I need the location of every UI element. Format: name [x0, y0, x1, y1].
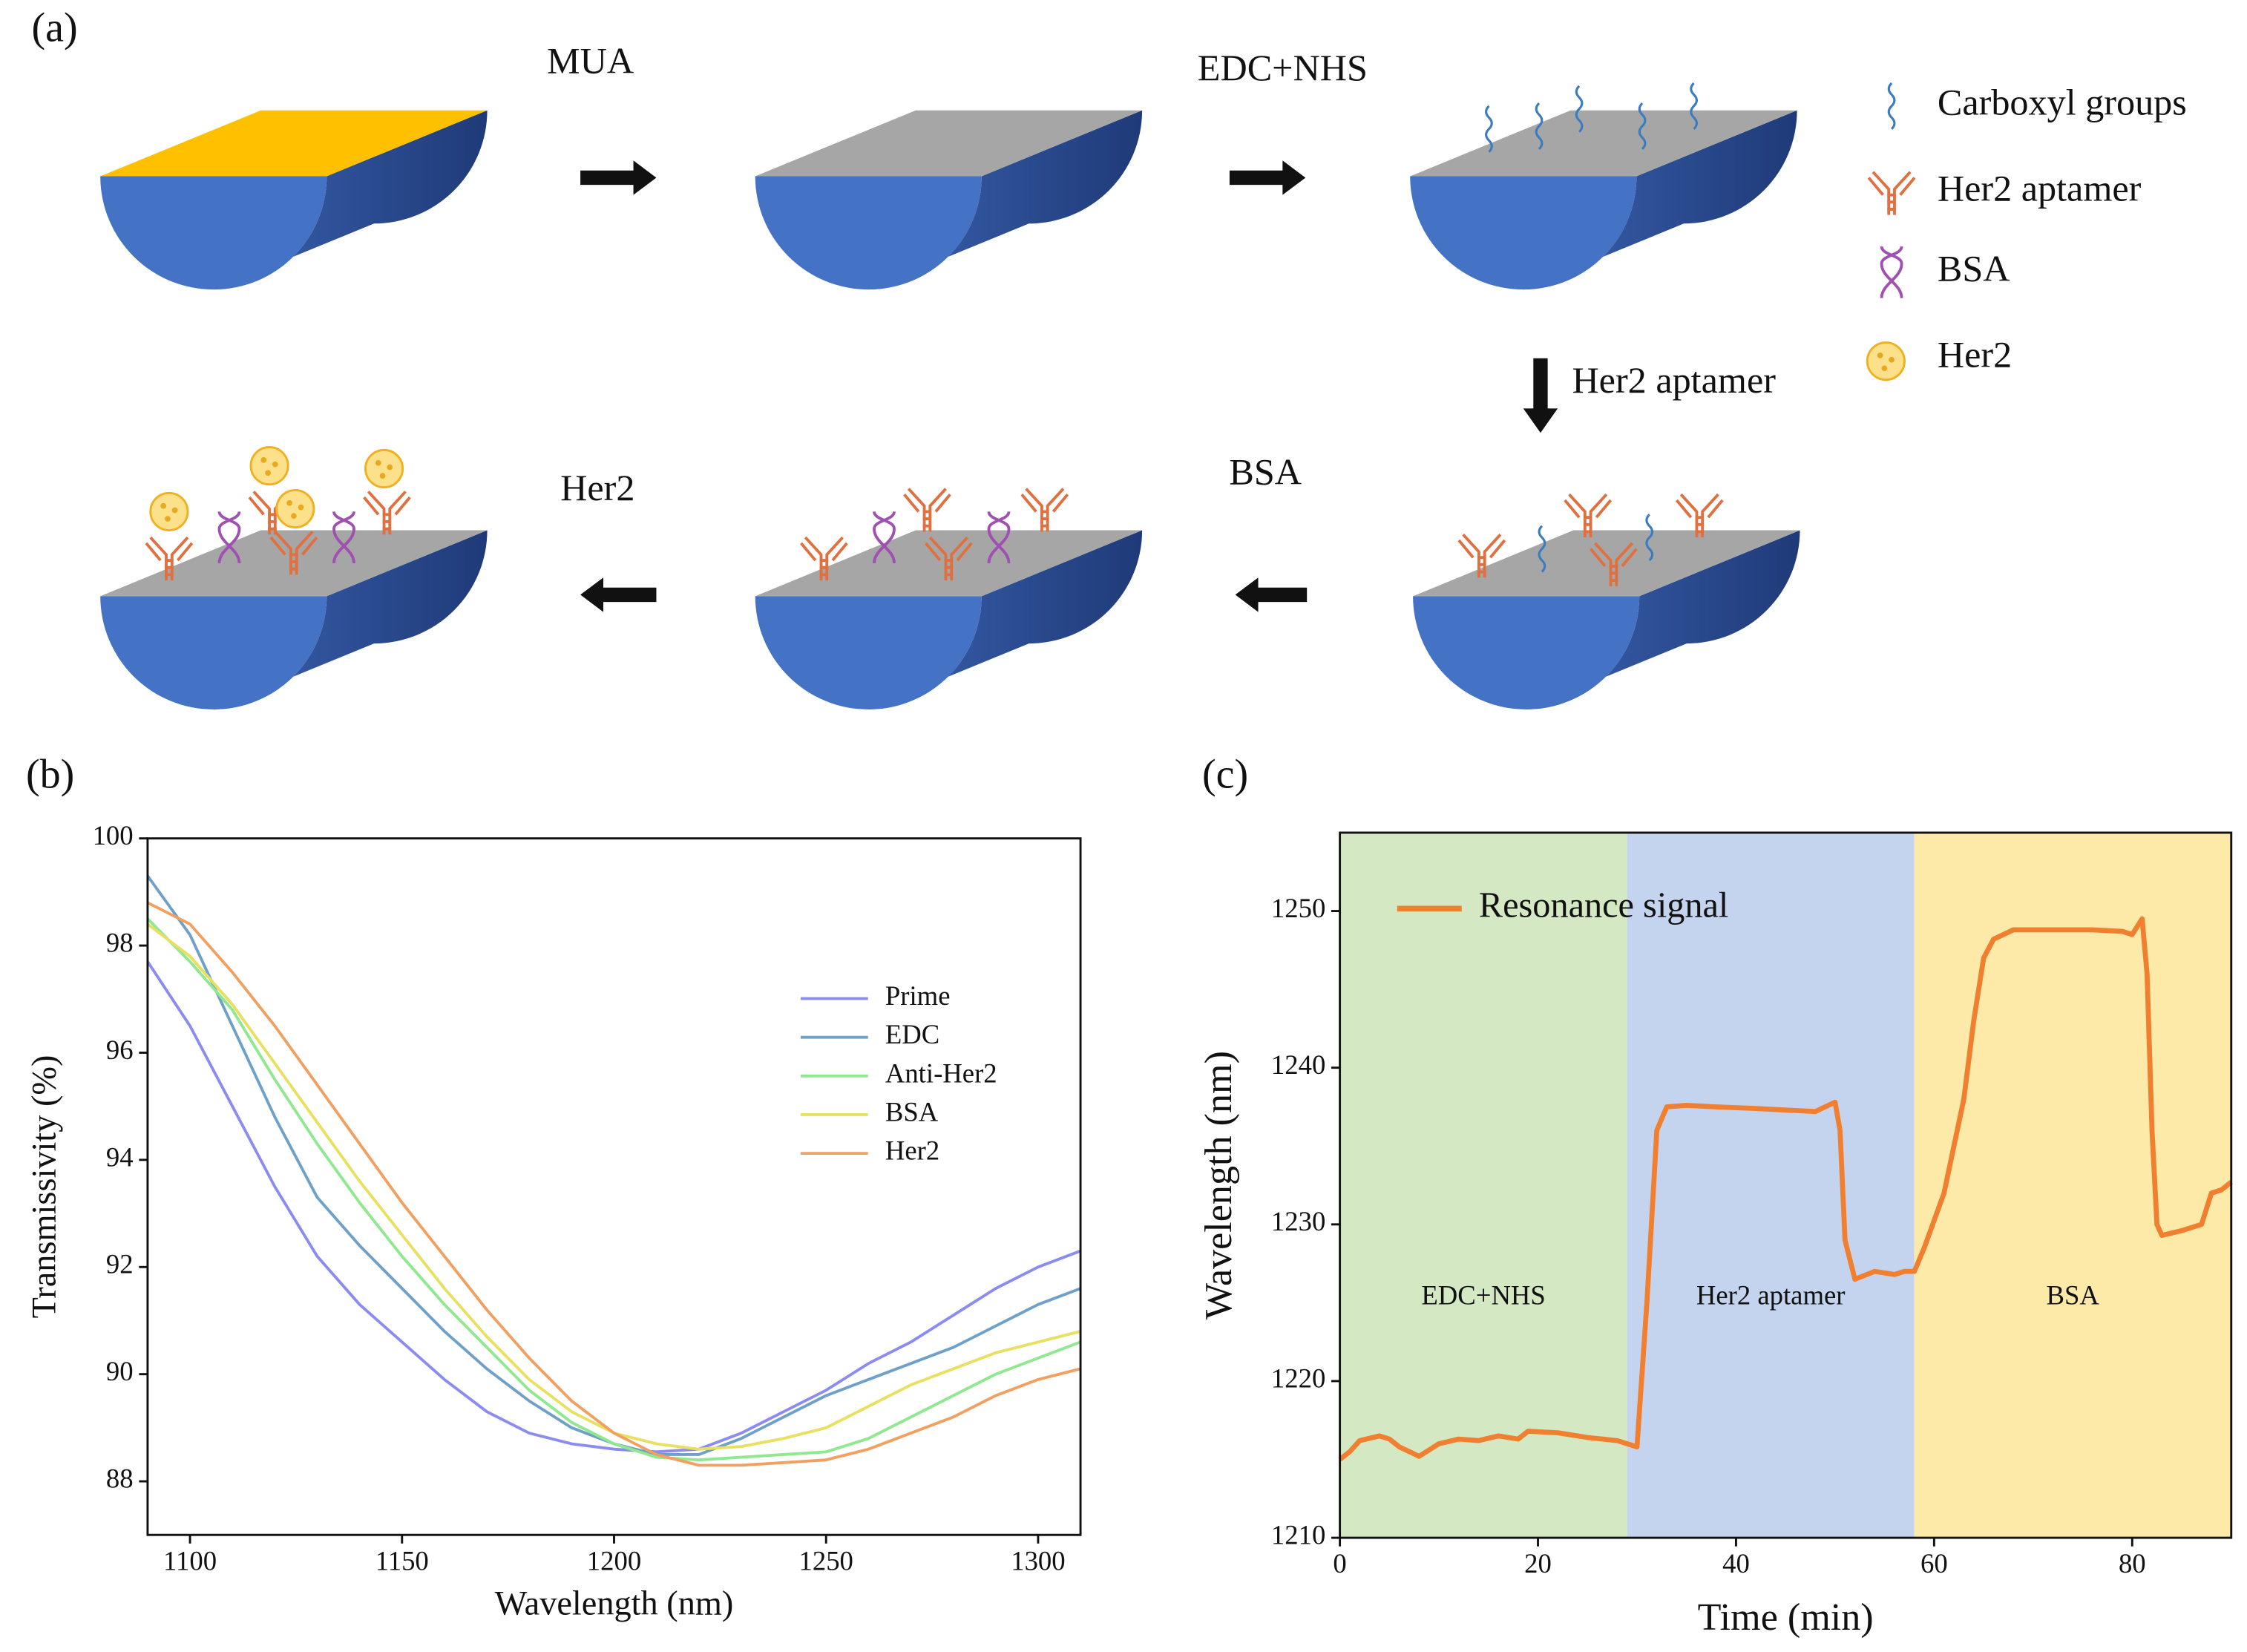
data-line — [146, 875, 1081, 1456]
x-tick-label: 80 — [2119, 1548, 2146, 1579]
fiber-gold — [100, 110, 488, 290]
y-tick-label: 96 — [106, 1035, 134, 1065]
x-tick-label: 1250 — [799, 1545, 853, 1576]
legend-label: BSA — [885, 1096, 939, 1127]
panel-label: (b) — [26, 751, 74, 797]
legend-label: EDC — [885, 1019, 939, 1049]
legend-label: Her2 — [1938, 333, 2012, 375]
x-tick-label: 40 — [1722, 1548, 1750, 1579]
y-tick-label: 1230 — [1271, 1206, 1325, 1236]
region-label: Her2 aptamer — [1696, 1279, 1846, 1310]
x-tick-label: 20 — [1524, 1548, 1552, 1579]
y-tick-label: 100 — [93, 820, 134, 850]
x-tick-label: 1300 — [1011, 1545, 1065, 1576]
x-tick-label: 1200 — [587, 1545, 641, 1576]
x-tick-label: 60 — [1920, 1548, 1948, 1579]
plot-frame — [146, 837, 1082, 1536]
y-tick-label: 88 — [106, 1463, 134, 1493]
step-label: BSA — [1229, 451, 1302, 493]
region — [1914, 832, 2231, 1538]
data-line — [146, 917, 1081, 1462]
step-label: EDC+NHS — [1198, 47, 1368, 88]
y-tick-label: 1210 — [1271, 1520, 1325, 1550]
y-tick-label: 98 — [106, 928, 134, 958]
panel-label: (a) — [31, 4, 77, 50]
x-tick-label: 0 — [1333, 1548, 1346, 1579]
region — [1339, 832, 1627, 1538]
y-tick-label: 94 — [106, 1141, 134, 1172]
region-label: BSA — [2047, 1279, 2100, 1310]
region-label: EDC+NHS — [1421, 1279, 1545, 1310]
step-label: Her2 — [560, 467, 634, 508]
y-axis-title: Wavelength (nm) — [1198, 1051, 1240, 1320]
legend-label: Resonance signal — [1479, 885, 1728, 925]
diagram-legend: Carboxyl groups Her2 aptamer BSA Her2 — [1866, 81, 2187, 381]
legend-label: Carboxyl groups — [1938, 81, 2187, 122]
data-line — [147, 901, 1081, 1467]
legend-label: BSA — [1938, 247, 2010, 289]
diagram: (a) MUA EDC+NHS Her2 aptamer BSA Her2 — [31, 4, 2187, 709]
fiber-aptamer — [1413, 493, 1800, 709]
step-label: MUA — [547, 39, 634, 81]
y-tick-label: 1250 — [1271, 893, 1325, 923]
fiber-mua — [755, 110, 1143, 290]
legend-label: Prime — [885, 980, 951, 1011]
y-axis-title: Transmissivity (%) — [25, 1055, 63, 1319]
arrows — [580, 160, 1558, 612]
data-line — [146, 960, 1081, 1454]
fiber-carboxyl — [1410, 82, 1797, 290]
y-tick-label: 1220 — [1271, 1363, 1325, 1393]
legend-label: Anti-Her2 — [885, 1058, 997, 1088]
legend-label: Her2 — [885, 1135, 939, 1166]
data-line — [1338, 916, 2233, 1462]
step-label: Her2 aptamer — [1572, 359, 1776, 401]
plot-frame — [1339, 831, 2233, 1539]
fiber-her2 — [100, 446, 488, 709]
y-tick-label: 92 — [106, 1249, 134, 1279]
x-axis-title: Time (min) — [1698, 1596, 1874, 1639]
x-tick-label: 1150 — [375, 1545, 429, 1576]
panel-label: (c) — [1202, 751, 1248, 797]
y-tick-label: 90 — [106, 1356, 134, 1386]
x-tick-label: 1100 — [163, 1545, 217, 1576]
y-tick-label: 1240 — [1271, 1049, 1325, 1080]
fiber-bsa — [755, 487, 1143, 709]
legend-label: Her2 aptamer — [1938, 167, 2142, 209]
region — [1627, 832, 1915, 1538]
x-axis-title: Wavelength (nm) — [495, 1584, 734, 1622]
